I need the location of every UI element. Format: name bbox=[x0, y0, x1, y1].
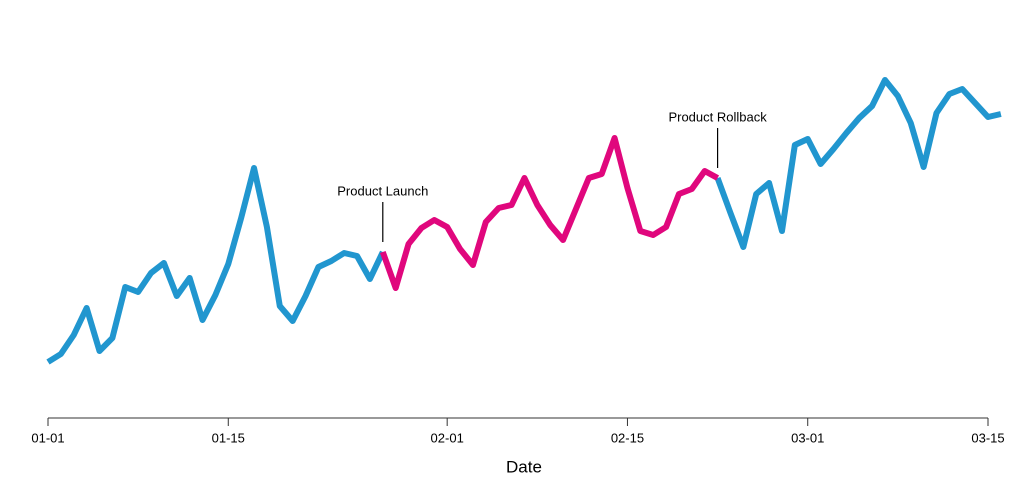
line-series bbox=[714, 77, 1002, 250]
highlight-series bbox=[379, 135, 720, 291]
x-tick-label: 03-01 bbox=[791, 430, 824, 445]
x-tick-label: 03-15 bbox=[971, 430, 1004, 445]
x-axis-label: Date bbox=[506, 457, 542, 476]
x-tick-label: 01-15 bbox=[212, 430, 245, 445]
x-tick-label: 02-15 bbox=[611, 430, 644, 445]
line-series bbox=[46, 165, 386, 365]
annotation-text: Product Rollback bbox=[668, 109, 767, 124]
x-tick-label: 02-01 bbox=[431, 430, 464, 445]
annotation-text: Product Launch bbox=[337, 183, 428, 198]
x-tick-label: 01-01 bbox=[31, 430, 64, 445]
